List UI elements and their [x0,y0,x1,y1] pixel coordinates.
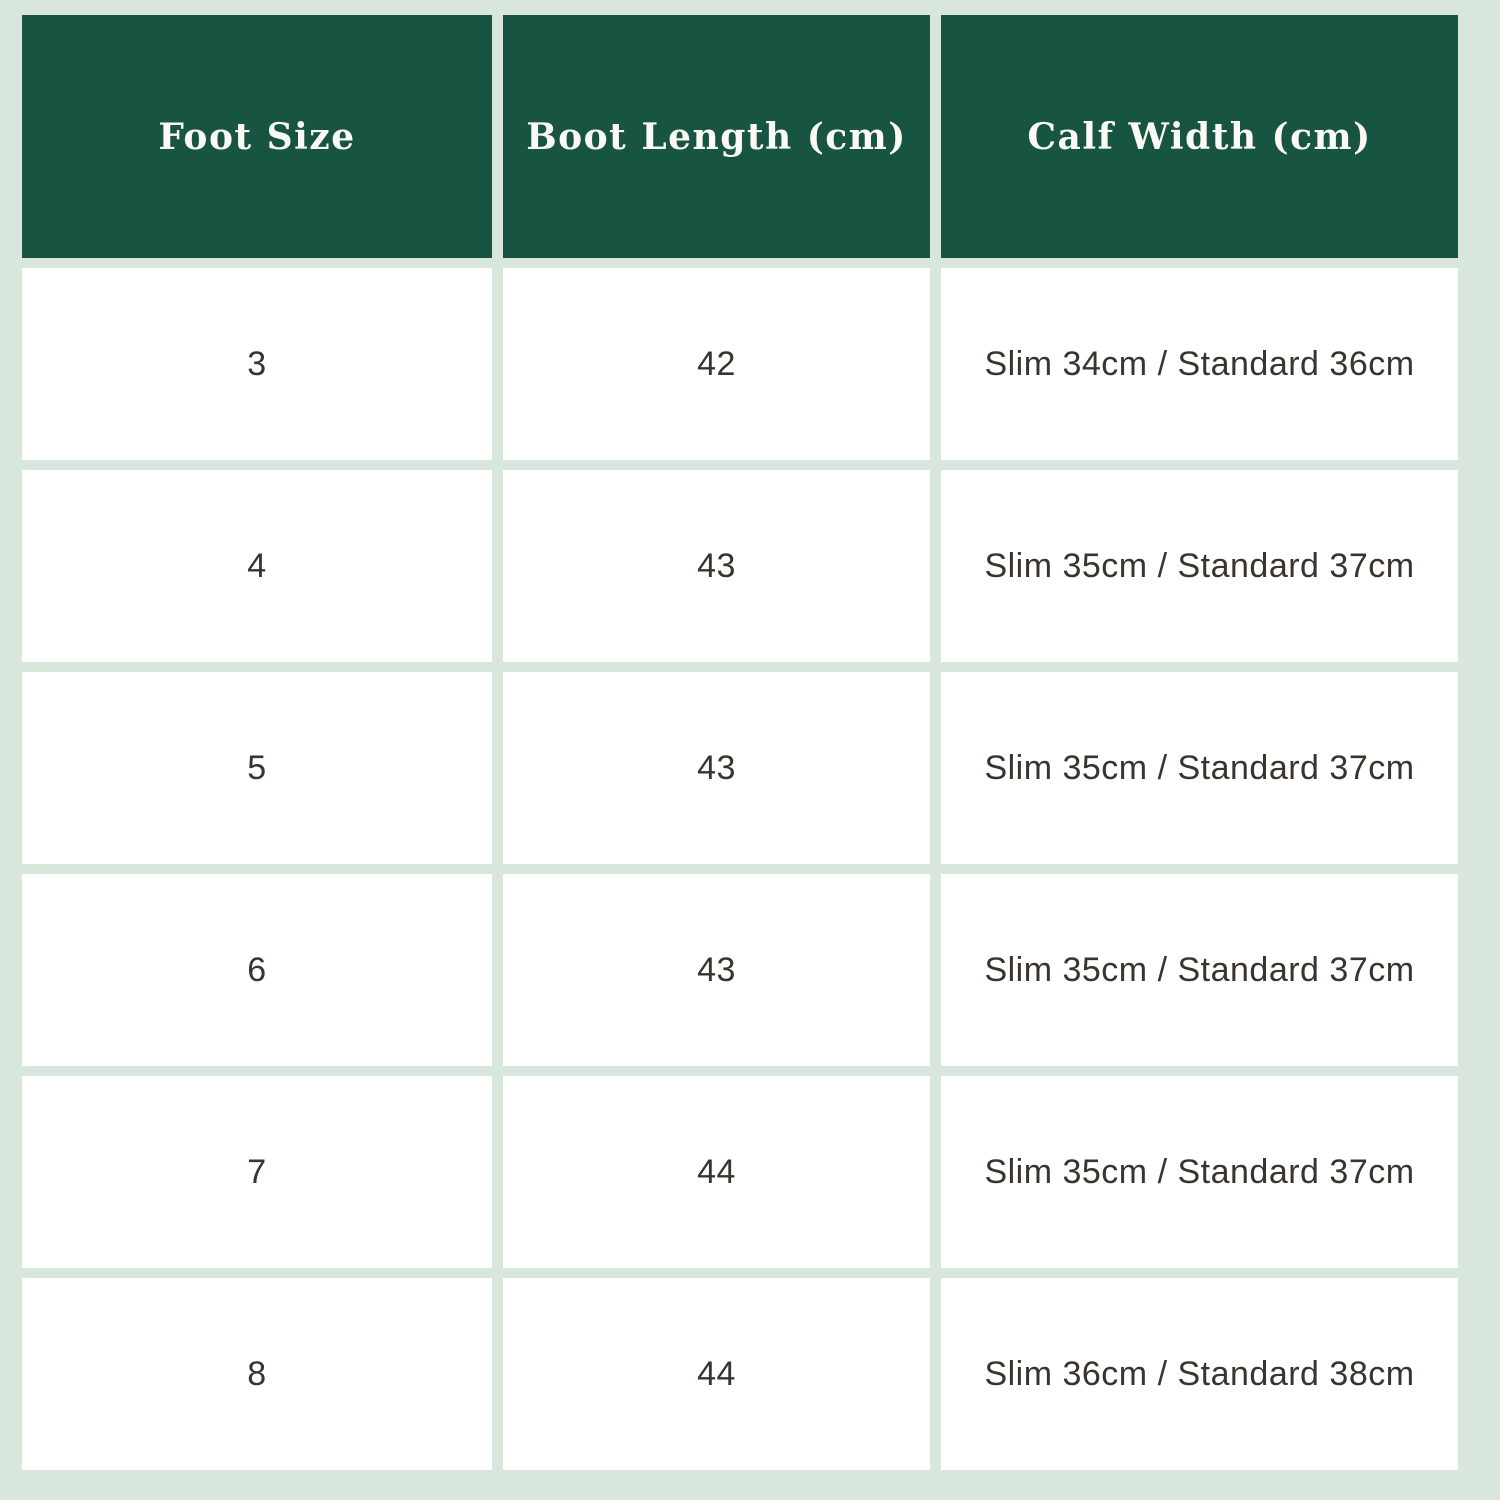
cell-boot-length: 44 [503,1076,930,1268]
table-body: 3 42 Slim 34cm / Standard 36cm 4 43 Slim 35cm… [22,268,1458,1470]
cell-boot-length: 43 [503,874,930,1066]
cell-foot-size: 4 [22,470,492,662]
column-header-calf-width: Calf Width (cm) [941,15,1458,258]
table-row: 3 42 Slim 34cm / Standard 36cm [22,268,1458,460]
column-header-boot-length: Boot Length (cm) [503,15,930,258]
cell-boot-length: 42 [503,268,930,460]
table-row: 4 43 Slim 35cm / Standard 37cm [22,470,1458,662]
cell-calf-width: Slim 36cm / Standard 38cm [941,1278,1458,1470]
cell-calf-width: Slim 35cm / Standard 37cm [941,672,1458,864]
cell-foot-size: 5 [22,672,492,864]
table-row: 7 44 Slim 35cm / Standard 37cm [22,1076,1458,1268]
cell-boot-length: 43 [503,470,930,662]
table-header: Foot Size Boot Length (cm) Calf Width (cm) [22,15,1458,258]
table-row: 8 44 Slim 36cm / Standard 38cm [22,1278,1458,1470]
cell-foot-size: 8 [22,1278,492,1470]
table-row: 6 43 Slim 35cm / Standard 37cm [22,874,1458,1066]
cell-calf-width: Slim 35cm / Standard 37cm [941,874,1458,1066]
cell-calf-width: Slim 35cm / Standard 37cm [941,470,1458,662]
column-header-foot-size: Foot Size [22,15,492,258]
cell-foot-size: 6 [22,874,492,1066]
cell-calf-width: Slim 34cm / Standard 36cm [941,268,1458,460]
cell-boot-length: 44 [503,1278,930,1470]
cell-boot-length: 43 [503,672,930,864]
cell-calf-width: Slim 35cm / Standard 37cm [941,1076,1458,1268]
cell-foot-size: 3 [22,268,492,460]
size-chart-table: Foot Size Boot Length (cm) Calf Width (cm)… [11,5,1469,1480]
cell-foot-size: 7 [22,1076,492,1268]
table-row: 5 43 Slim 35cm / Standard 37cm [22,672,1458,864]
header-row: Foot Size Boot Length (cm) Calf Width (cm) [22,15,1458,258]
